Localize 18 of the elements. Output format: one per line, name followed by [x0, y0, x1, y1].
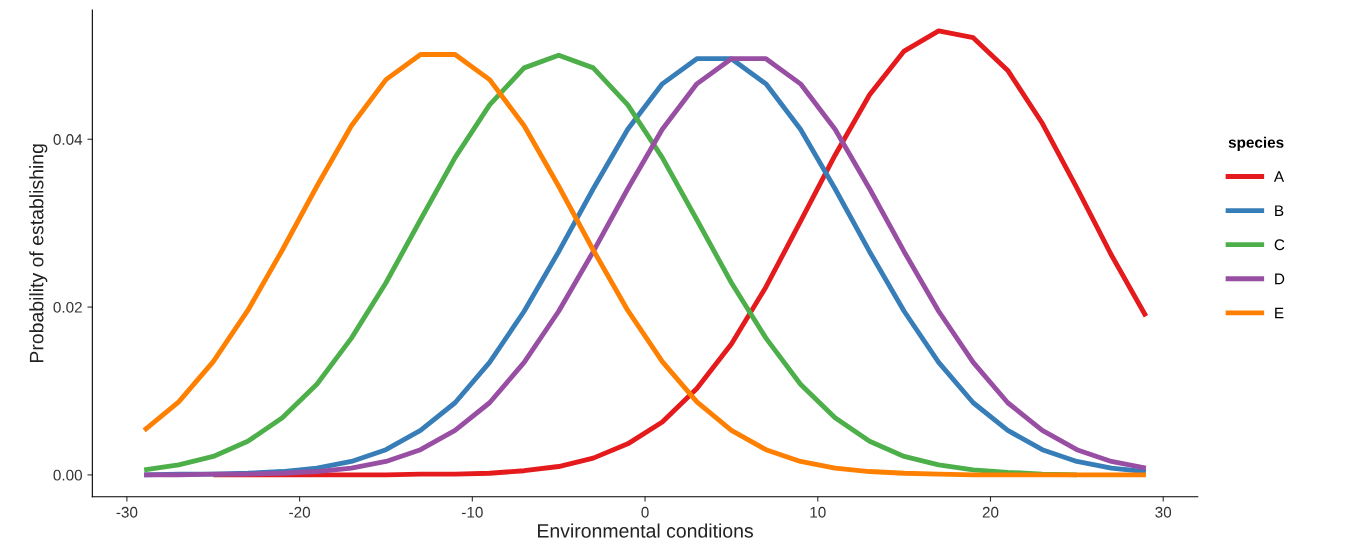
- legend-label: C: [1274, 239, 1285, 251]
- x-tick-label: 30: [1155, 506, 1172, 518]
- y-axis-title: Probability of establishing: [29, 144, 48, 362]
- x-tick-label: -30: [116, 506, 138, 518]
- legend-title: species: [1228, 136, 1284, 151]
- x-tick-label: 0: [641, 506, 649, 518]
- x-tick-label: 10: [810, 506, 826, 518]
- y-tick-label: 0.02: [53, 301, 82, 313]
- x-axis-title: Environmental conditions: [538, 523, 753, 538]
- y-tick-label: 0.00: [53, 469, 83, 481]
- legend-label: D: [1275, 273, 1285, 285]
- x-tick-label: 20: [982, 506, 999, 518]
- x-tick-label: -20: [289, 506, 311, 518]
- x-tick-label: -10: [461, 506, 483, 518]
- legend-label: A: [1273, 171, 1285, 182]
- y-tick-label: 0.04: [53, 134, 83, 145]
- legend-label: E: [1275, 307, 1284, 319]
- legend-label: B: [1275, 205, 1284, 216]
